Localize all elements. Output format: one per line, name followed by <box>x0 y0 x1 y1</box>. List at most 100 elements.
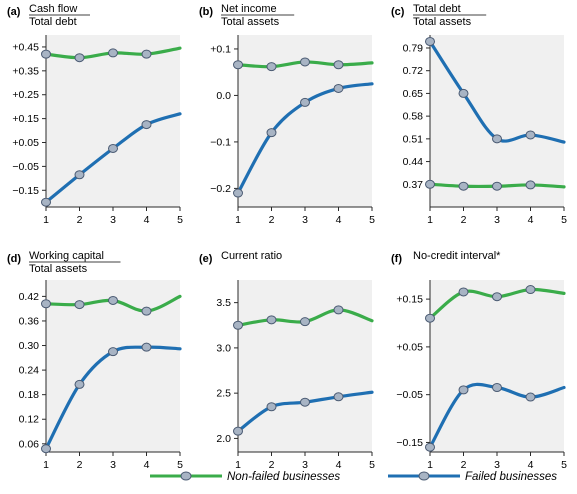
x-tick-label: 4 <box>144 459 150 471</box>
data-point-non_failed <box>525 285 536 295</box>
y-tick-label: 2.0 <box>216 433 231 445</box>
y-tick-label: +0.15 <box>12 113 39 125</box>
x-tick-label: 1 <box>43 459 49 471</box>
data-point-failed <box>74 170 85 180</box>
data-point-failed <box>266 128 277 138</box>
data-point-failed <box>74 379 85 389</box>
y-tick-label: +0.35 <box>12 65 39 77</box>
x-tick-label: 2 <box>269 214 275 226</box>
x-tick-label: 3 <box>494 214 500 226</box>
y-tick-label: 0.72 <box>403 65 424 77</box>
panel-letter: (d) <box>7 253 21 265</box>
data-point-failed <box>492 134 502 144</box>
data-point-failed <box>141 120 152 130</box>
data-point-failed <box>425 442 435 452</box>
data-point-failed <box>41 197 51 207</box>
x-tick-label: 2 <box>269 459 275 471</box>
y-tick-label: 3.0 <box>216 342 231 354</box>
data-point-non_failed <box>525 180 536 190</box>
data-point-non_failed <box>492 181 502 191</box>
data-point-non_failed <box>300 57 310 67</box>
y-tick-label: −0.05 <box>12 161 39 173</box>
x-tick-label: 3 <box>302 459 308 471</box>
data-point-non_failed <box>41 299 51 309</box>
x-tick-label: 1 <box>427 214 433 226</box>
panel-title: Working capital <box>29 250 104 262</box>
y-tick-label: 3.5 <box>216 297 231 309</box>
x-tick-label: 4 <box>336 214 342 226</box>
panel-title-denominator: Total assets <box>413 16 472 28</box>
panel-title: Net income <box>221 3 277 15</box>
y-tick-label: 0.65 <box>403 88 424 100</box>
data-point-non_failed <box>74 53 85 63</box>
data-point-failed <box>41 444 51 454</box>
data-point-non_failed <box>233 320 243 330</box>
x-tick-label: 2 <box>77 459 83 471</box>
y-tick-label: +0.1 <box>210 43 231 55</box>
x-tick-label: 5 <box>561 459 567 471</box>
data-point-failed <box>300 97 310 107</box>
x-tick-label: 2 <box>77 214 83 226</box>
y-tick-label: 0.24 <box>19 365 40 377</box>
y-tick-label: +0.25 <box>12 89 39 101</box>
y-tick-label: +0.15 <box>396 294 423 306</box>
y-tick-label: −0.1 <box>210 136 231 148</box>
x-tick-label: 1 <box>43 214 49 226</box>
panel-letter: (f) <box>391 253 402 265</box>
panel-title: Total debt <box>413 3 461 15</box>
x-tick-label: 5 <box>177 214 183 226</box>
y-tick-label: 0.44 <box>403 156 424 168</box>
x-tick-label: 3 <box>110 459 116 471</box>
y-tick-label: +0.05 <box>396 341 423 353</box>
panel-letter: (e) <box>199 253 213 265</box>
x-tick-label: 5 <box>369 459 375 471</box>
x-tick-label: 5 <box>369 214 375 226</box>
y-tick-label: 0.51 <box>403 133 424 145</box>
data-point-non_failed <box>300 317 310 327</box>
x-tick-label: 4 <box>336 459 342 471</box>
x-tick-label: 3 <box>302 214 308 226</box>
data-point-non_failed <box>74 300 85 310</box>
y-tick-label: −0.2 <box>210 183 231 195</box>
panel-title: Cash flow <box>29 3 77 15</box>
data-point-non_failed <box>425 179 435 189</box>
data-point-failed <box>333 83 344 93</box>
legend-label-non-failed: Non-failed businesses <box>227 471 340 483</box>
legend: Non-failed businesses Failed businesses <box>150 471 557 483</box>
y-tick-label: 0.37 <box>403 179 424 191</box>
x-tick-label: 5 <box>561 214 567 226</box>
plot-area <box>430 35 564 207</box>
x-tick-label: 1 <box>235 214 241 226</box>
legend-label-failed: Failed businesses <box>465 471 557 483</box>
y-tick-label: 0.18 <box>19 389 40 401</box>
data-point-non_failed <box>492 292 502 302</box>
legend-item-non-failed: Non-failed businesses <box>150 471 340 483</box>
data-point-non_failed <box>425 313 435 323</box>
y-tick-label: 0.12 <box>19 414 40 426</box>
data-point-failed <box>108 347 118 357</box>
panel-title-denominator: Total assets <box>221 16 280 28</box>
data-point-failed <box>266 402 277 412</box>
data-point-failed <box>492 383 502 392</box>
plot-area <box>430 280 564 452</box>
chart-panel-5: (e) Current ratio 3.5 3.0 2.5 2.0 1 2 3 4 5 <box>199 250 375 471</box>
data-point-failed <box>300 397 310 407</box>
data-point-non_failed <box>233 60 243 70</box>
data-point-failed <box>458 385 469 395</box>
y-tick-label: 0.0 <box>216 90 231 102</box>
data-point-failed <box>141 342 152 352</box>
y-tick-label: −0.15 <box>396 437 423 449</box>
panel-letter: (b) <box>199 6 213 18</box>
data-point-non_failed <box>266 62 277 72</box>
x-tick-label: 5 <box>177 459 183 471</box>
data-point-non_failed <box>141 49 152 59</box>
y-tick-label: 0.79 <box>403 42 424 54</box>
panel-title-denominator: Total debt <box>29 16 77 28</box>
data-point-failed <box>233 188 243 198</box>
panel-title: Current ratio <box>221 250 282 262</box>
panel-letter: (c) <box>391 6 405 18</box>
panel-letter: (a) <box>7 6 21 18</box>
